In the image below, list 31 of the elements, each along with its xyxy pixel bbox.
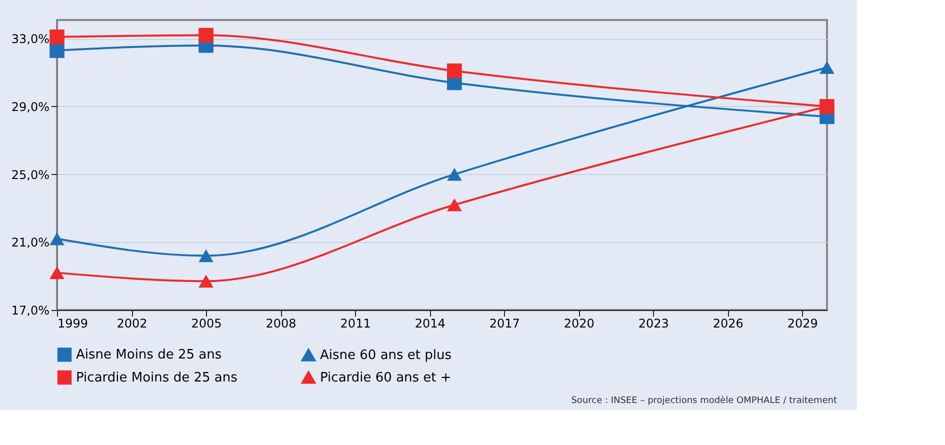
point [820,61,834,74]
point [50,266,64,280]
y-tick-label: 33,0% [11,32,50,46]
x-tick-label: 2023 [638,316,669,330]
legend-label: Picardie Moins de 25 ans [76,370,238,386]
x-tick-label: 2014 [414,316,446,330]
y-tick-label: 17,0% [11,304,50,318]
x-tick-label: 2008 [266,316,296,330]
y-tick-label: 25,0% [11,168,50,182]
x-tick-label: 2005 [191,316,222,330]
y-tick-label: 21,0% [11,236,50,250]
legend-label: Aisne 60 ans et plus [320,348,452,364]
legend-label: Picardie 60 ans et + [320,370,452,386]
point [50,232,64,246]
x-tick-label: 1999 [58,316,88,330]
x-tick-label: 2002 [116,316,148,330]
legend-label: Aisne Moins de 25 ans [76,348,222,363]
point [447,168,462,181]
point [198,28,214,43]
x-tick-label: 2017 [489,316,520,330]
x-tick-label: 2029 [787,316,818,330]
source-note: Source : INSEE – projections modèle OMPHALE / traitement [571,395,838,406]
point [198,274,214,288]
point [447,63,462,78]
point [447,198,462,212]
x-tick-label: 2020 [564,316,594,330]
point [198,249,214,262]
point [50,30,64,44]
x-tick-label: 2026 [712,316,744,330]
y-tick-label: 29,0% [11,100,50,114]
x-tick-label: 2011 [340,316,371,330]
